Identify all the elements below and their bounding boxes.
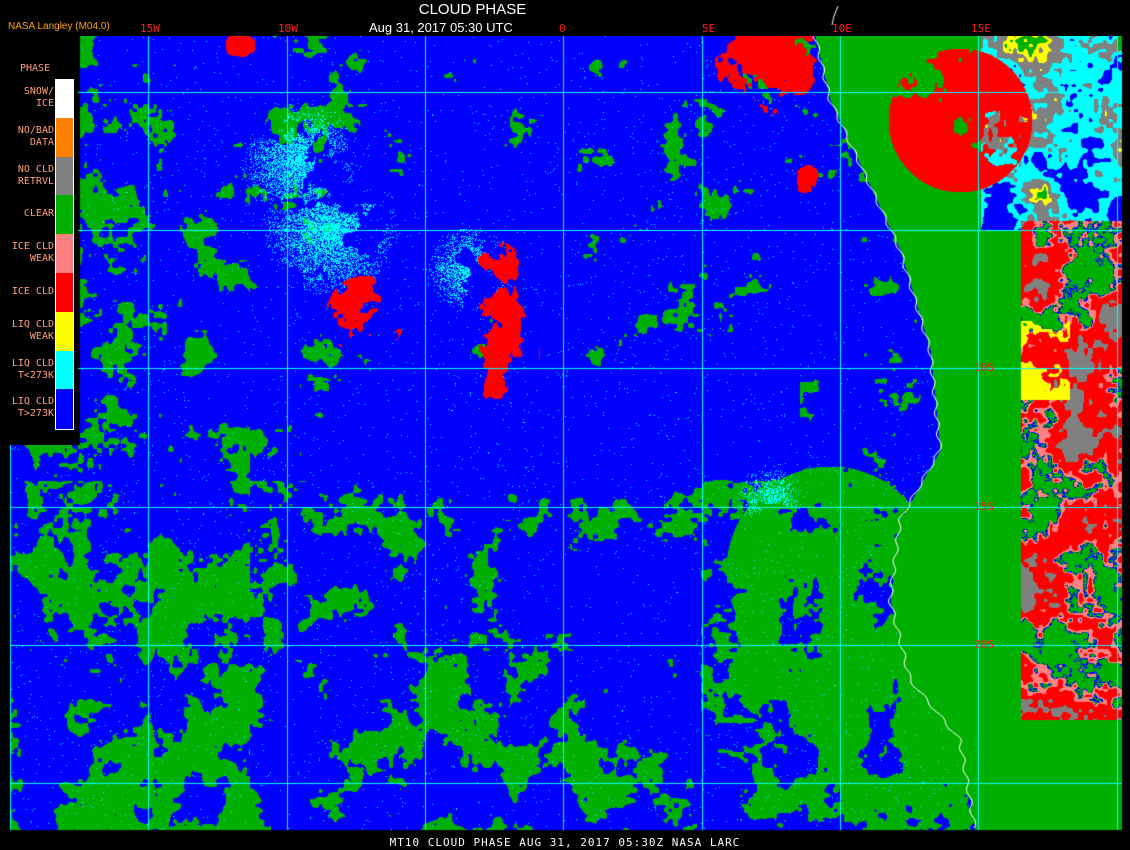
lon-label-0: 0 xyxy=(559,22,566,35)
lon-label-15e: 15E xyxy=(971,22,991,35)
legend-swatch xyxy=(56,311,73,352)
legend-label-line: ICE CLD xyxy=(11,286,54,297)
legend-swatch xyxy=(56,117,73,158)
lon-label-15w: 15W xyxy=(140,22,160,35)
legend-swatch xyxy=(56,234,73,274)
legend-swatch xyxy=(56,389,73,429)
legend-label: CLEAR xyxy=(24,208,54,220)
legend-swatch xyxy=(56,350,73,390)
lat-label-10s: 10S xyxy=(974,361,994,374)
legend-label: ICE CLD WEAK xyxy=(12,241,54,265)
legend-label-line: LIQ CLD xyxy=(11,357,54,369)
legend-label-line: ICE xyxy=(35,98,54,109)
legend-swatch xyxy=(56,156,73,196)
legend-label: NO/BAD DATA xyxy=(18,125,54,149)
phase-legend: PHASE SNOW/ICE NO/BAD DATA NO CLD RETRVL CLEA… xyxy=(10,36,78,445)
legend-label: LIQ CLD WEAK xyxy=(12,319,54,343)
lon-label-10w: 10W xyxy=(278,22,298,35)
map-timestamp: Aug 31, 2017 05:30 UTC xyxy=(369,20,513,35)
legend-swatch xyxy=(56,195,73,235)
lat-label-20s: 20S xyxy=(974,638,994,651)
legend-label: NO CLD RETRVL xyxy=(18,164,54,188)
lon-label-5e: 5E xyxy=(702,22,716,35)
legend-label: ICE CLD xyxy=(12,286,54,298)
map-title: CLOUD PHASE xyxy=(418,1,527,18)
legend-label: LIQ CLD T>273K xyxy=(12,396,54,420)
legend-label-line: NO CLD xyxy=(17,163,54,175)
legend-label: SNOW/ICE xyxy=(24,86,54,110)
legend-label-line: DATA xyxy=(29,136,54,148)
legend-label-line: RETRVL xyxy=(17,175,54,187)
credit-label: NASA Langley (M04.0) xyxy=(8,21,110,32)
footer-caption: MT10 CLOUD PHASE AUG 31, 2017 05:30Z NAS… xyxy=(389,836,741,849)
lon-label-10e: 10E xyxy=(832,22,852,35)
legend-label-line: SNOW/ xyxy=(23,86,54,97)
legend-label-line: LIQ CLD xyxy=(11,318,54,330)
legend-swatch xyxy=(56,79,73,119)
legend-label-line: WEAK xyxy=(29,330,54,342)
legend-label-line: CLEAR xyxy=(23,208,54,220)
legend-frame xyxy=(55,79,74,430)
lat-label-15s: 15S xyxy=(974,500,994,513)
legend-label: LIQ CLD T<273K xyxy=(12,358,54,382)
legend-label-line: ICE CLD xyxy=(11,241,54,253)
legend-label-line: T<273K xyxy=(17,369,54,381)
legend-title: PHASE xyxy=(20,63,51,74)
legend-swatch xyxy=(56,273,73,313)
legend-label-line: WEAK xyxy=(29,253,54,265)
legend-label-line: T>273K xyxy=(17,408,54,420)
legend-label-line: NO/BAD xyxy=(17,124,54,136)
legend-label-line: LIQ CLD xyxy=(11,396,54,408)
